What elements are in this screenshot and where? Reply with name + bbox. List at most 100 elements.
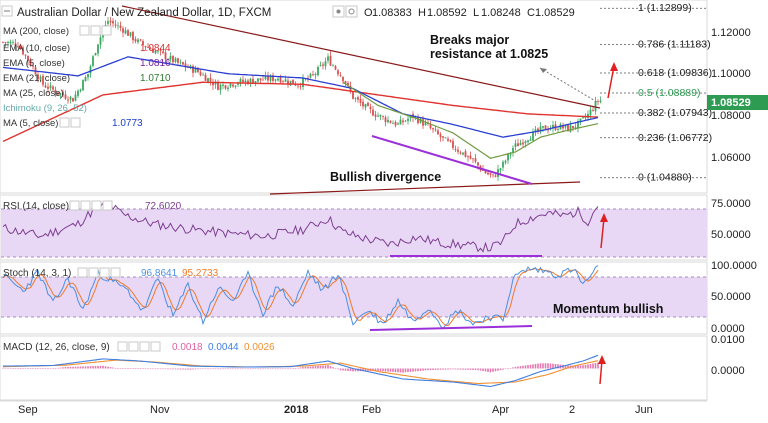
macd-histogram-bar: [197, 368, 199, 370]
legend-ichimoku[interactable]: Ichimoku (9, 26, 52): [3, 103, 87, 114]
legend-ma25[interactable]: MA (25, close): [3, 88, 64, 99]
gear-icon[interactable]: [80, 200, 91, 211]
close-icon[interactable]: [139, 341, 150, 352]
legend-ema21-value: 1.0710: [140, 73, 171, 84]
macd-histogram-bar: [524, 365, 527, 369]
macd-label[interactable]: MACD (12, 26, close, 9): [3, 342, 110, 353]
candle-body: [377, 115, 379, 117]
rsi-label[interactable]: RSI (14, close): [3, 201, 69, 212]
collapse-icon[interactable]: [1, 5, 13, 17]
macd-histogram-bar: [129, 368, 132, 369]
current-price-label: 1.08529: [711, 97, 751, 109]
macd-histogram-bar: [277, 368, 279, 370]
price-divergence-line[interactable]: [371, 135, 533, 185]
macd-histogram-bar: [392, 368, 394, 372]
macd-histogram-bar: [97, 365, 99, 369]
fib-level-label: 0.618 (1.09836): [638, 67, 712, 79]
macd-histogram-bar: [457, 368, 459, 370]
macd-histogram-bar: [124, 368, 127, 369]
candle-body: [339, 75, 342, 77]
gear-icon[interactable]: [128, 341, 139, 352]
legend-ema10[interactable]: EMA (10, close): [3, 43, 70, 54]
candle-body: [177, 58, 179, 63]
candle-body: [124, 30, 127, 34]
fibonacci-levels: 1 (1.12899) 0.786 (1.11183) 0.618 (1.09836…: [600, 2, 712, 184]
candle-body: [62, 92, 64, 96]
macd-histogram-bar: [297, 367, 299, 369]
legend-ma5[interactable]: MA (5, close): [3, 118, 58, 129]
arrow-up-icon: [600, 213, 608, 249]
legend-ema21[interactable]: EMA (21, close): [3, 73, 70, 84]
date-axis[interactable]: Sep Nov 2018 Feb Apr 2 Jun: [0, 400, 707, 416]
close-icon[interactable]: [101, 25, 112, 36]
candle-body: [162, 51, 164, 54]
more-icon[interactable]: [110, 267, 121, 278]
close-icon[interactable]: [99, 267, 110, 278]
candle-body: [32, 65, 34, 67]
macd-histogram-bar: [572, 365, 574, 369]
candle-body: [202, 74, 204, 76]
gear-icon[interactable]: [88, 267, 99, 278]
macd-histogram-bar: [452, 368, 454, 370]
macd-histogram-bar: [287, 368, 289, 370]
macd-histogram-bar: [409, 368, 412, 372]
candle-body: [392, 123, 394, 124]
macd-histogram-bar: [474, 368, 477, 371]
date-label: Apr: [492, 404, 509, 416]
candle-body: [372, 109, 374, 116]
macd-histogram-bar: [272, 368, 274, 370]
candle-body: [127, 30, 129, 36]
macd-histogram-bar: [377, 368, 379, 371]
candle-body: [149, 48, 152, 50]
legend-ema10-value: 1.0844: [140, 43, 171, 54]
macd-histogram-bar: [434, 368, 437, 370]
candle-body: [457, 149, 459, 152]
candle-body: [419, 118, 422, 123]
date-label: Nov: [150, 404, 170, 416]
price-axis[interactable]: 1.12000 1.10000 1.08000 1.06000 1.08529: [707, 27, 768, 164]
eye-icon[interactable]: [69, 200, 80, 211]
rsi-tick: 50.0000: [711, 229, 751, 241]
eye-icon[interactable]: [332, 5, 345, 18]
candle-body: [324, 61, 327, 67]
candle-body: [232, 84, 234, 87]
macd-histogram-bar: [269, 368, 272, 370]
gear-icon[interactable]: [70, 117, 81, 128]
stoch-label[interactable]: Stoch (14, 3, 1): [3, 268, 71, 279]
macd-histogram-bar: [67, 366, 69, 369]
macd-histogram-bar: [212, 368, 214, 370]
more-icon[interactable]: [102, 200, 113, 211]
eye-icon[interactable]: [59, 117, 70, 128]
macd-histogram-bar: [152, 368, 154, 370]
macd-histogram-bar: [2, 367, 4, 369]
candle-body: [567, 124, 569, 132]
candle-body: [154, 51, 157, 54]
candle-body: [22, 47, 24, 55]
resistance-trendline[interactable]: [121, 5, 601, 109]
macd-histogram-bar: [477, 368, 479, 371]
macd-histogram-bar: [194, 368, 197, 370]
candle-body: [354, 98, 357, 99]
support-trendline[interactable]: [269, 181, 581, 195]
close-icon[interactable]: [91, 200, 102, 211]
gear-icon[interactable]: [90, 25, 101, 36]
stoch-divergence-line[interactable]: [369, 325, 533, 331]
fib-level-label: 0.5 (1.08889): [638, 87, 700, 99]
eye-icon[interactable]: [117, 341, 128, 352]
overlay-legend: MA (200, close) EMA (10, close) 1.0844 E…: [3, 25, 171, 129]
macd-histogram-bar: [19, 368, 22, 369]
legend-ma200[interactable]: MA (200, close): [3, 26, 69, 37]
legend-ema5[interactable]: EMA (5, close): [3, 58, 65, 69]
eye-icon[interactable]: [77, 267, 88, 278]
date-label: Sep: [18, 404, 38, 416]
macd-histogram-bar: [449, 368, 452, 370]
gear-icon[interactable]: [345, 5, 358, 18]
candle-body: [499, 168, 502, 171]
candle-body: [494, 175, 497, 177]
candle-body: [287, 80, 289, 84]
macd-histogram-bar: [399, 368, 402, 373]
legend-ma5-value: 1.0773: [112, 118, 143, 129]
more-icon[interactable]: [150, 341, 161, 352]
eye-icon[interactable]: [79, 25, 90, 36]
